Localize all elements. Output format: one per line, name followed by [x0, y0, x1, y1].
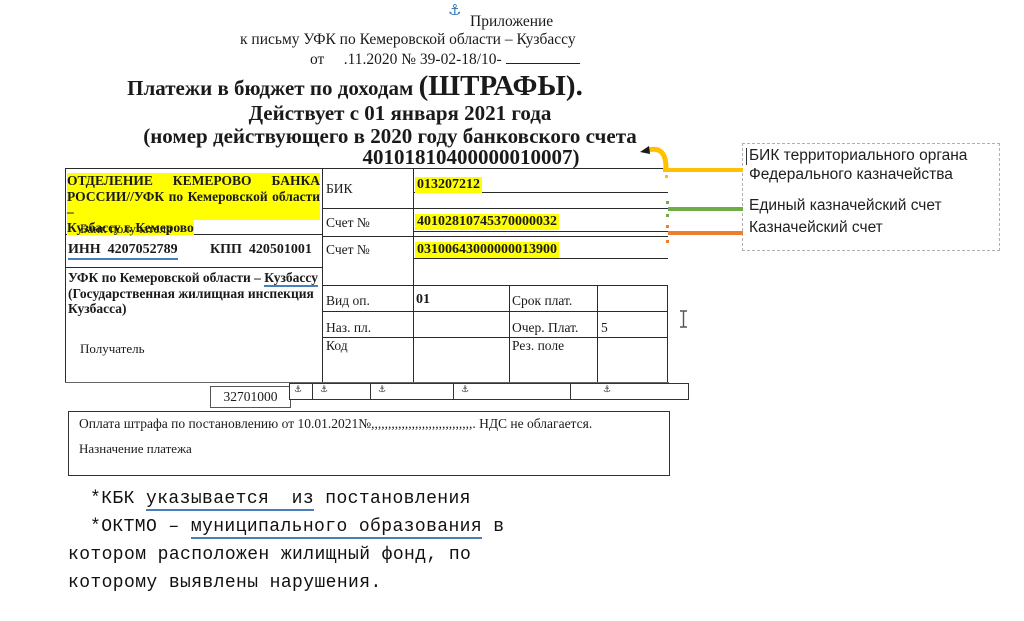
table-border	[597, 285, 598, 382]
bank-name-cell: ОТДЕЛЕНИЕ КЕМЕРОВО БАНКА РОССИИ//УФК по …	[67, 173, 320, 235]
bank-name-line: ОТДЕЛЕНИЕ КЕМЕРОВО БАНКА	[67, 173, 320, 189]
doc-subtitle-old-account-2: 40101810400000010007)	[362, 145, 580, 169]
anchored-cell: ⚓	[370, 383, 458, 400]
table-border	[413, 168, 414, 382]
note-text: постановления	[314, 489, 471, 509]
callout-treasury-account-note: Казначейский счет	[749, 219, 883, 236]
table-border	[322, 311, 668, 312]
rez-pole-label: Рез. поле	[512, 338, 565, 353]
account2-label: Счет №	[326, 242, 370, 257]
table-border	[65, 168, 669, 169]
callout-single-account-note: Единый казначейский счет	[749, 197, 942, 214]
note-oktmo-cont: котором расположен жилищный фонд, по	[68, 545, 472, 565]
note-text: *КБК	[90, 489, 147, 509]
note-text: *ОКТМО –	[90, 517, 191, 537]
anchor-mark-icon: ⚓	[603, 385, 612, 395]
table-border	[65, 168, 66, 382]
handle-dot	[666, 240, 669, 243]
blank-number-underline	[505, 49, 580, 64]
anchor-mark-icon: ⚓	[461, 385, 470, 395]
handle-dot	[666, 214, 669, 217]
kpp-value: КПП 420501001	[210, 242, 312, 257]
handle-dot	[666, 201, 669, 204]
table-border	[65, 234, 322, 235]
table-border	[322, 236, 668, 237]
payment-purpose-box: Оплата штрафа по постановлению от 10.01.…	[68, 411, 670, 476]
account1-value: 40102810745370000032	[415, 214, 559, 230]
handle-dot	[665, 175, 668, 178]
vid-op-label: Вид оп.	[326, 293, 370, 308]
table-border	[65, 267, 322, 268]
kod-label: Код	[326, 338, 348, 353]
table-border	[322, 285, 668, 286]
ibeam-cursor	[680, 310, 687, 328]
doc-title: Платежи в бюджет по доходам (ШТРАФЫ).	[40, 70, 670, 103]
recipient-cell: УФК по Кемеровской области – Кузбассу (Г…	[68, 270, 321, 317]
doc-subtitle-valid-from: Действует с 01 января 2021 года	[248, 101, 552, 125]
vid-op-value: 01	[416, 292, 430, 307]
field-underline	[413, 258, 668, 259]
connector-line-treasury-account[interactable]	[668, 231, 743, 235]
bank-name-line: РОССИИ//УФК по Кемеровской области –	[67, 188, 320, 220]
table-border	[509, 285, 510, 382]
anchored-cell: ⚓	[453, 383, 575, 400]
recipient-name: (Государственная жилищная инспекция	[68, 285, 314, 301]
naz-pl-label: Наз. пл.	[326, 320, 372, 335]
table-border	[322, 208, 668, 209]
note-oktmo: *ОКТМО – муниципального образования в	[90, 517, 505, 539]
callout-bik-note: БИК территориального органа Федерального…	[749, 147, 968, 183]
field-underline	[413, 231, 668, 232]
recipient-name: УФК по Кемеровской области –	[68, 270, 265, 285]
header-number-line: от .11.2020 № 39-02-18/10-	[310, 49, 580, 69]
account2-value: 03100643000000013900	[415, 242, 559, 258]
table-border	[65, 382, 669, 383]
note-oktmo-cont: которому выявлены нарушения.	[68, 573, 382, 593]
bank-name-line: Кузбассу г. Кемерово	[67, 219, 194, 235]
account1-label: Счет №	[326, 215, 370, 230]
doc-subtitle-old-account-1: (номер действующего в 2020 году банковск…	[143, 124, 637, 148]
anchor-mark-icon: ⚓	[378, 385, 387, 395]
inn-value: ИНН 4207052789	[68, 242, 178, 260]
yellow-arrow-icon	[640, 146, 669, 169]
table-border	[667, 285, 668, 382]
ocher-plat-value: 5	[601, 320, 608, 335]
payment-purpose-text: Оплата штрафа по постановлению от 10.01.…	[79, 416, 593, 431]
recipient-caption: Получатель	[80, 341, 145, 356]
note-text-underlined: муниципального образования	[190, 517, 483, 539]
srok-plat-label: Срок плат.	[512, 293, 573, 308]
bik-label: БИК	[326, 181, 353, 196]
anchor-mark-icon: ⚓	[294, 385, 303, 395]
doc-title-emphasis: (ШТРАФЫ).	[418, 70, 583, 102]
note-kbk: *КБК указывается из постановления	[90, 489, 471, 511]
recipient-name-underlined: Кузбассу	[264, 270, 318, 287]
header-letter-line: к письму УФК по Кемеровской области – Ку…	[240, 31, 576, 48]
anchor-mark-icon: ⚓	[320, 385, 329, 395]
connector-line-bik[interactable]	[663, 168, 743, 172]
note-text: в	[482, 517, 505, 537]
anchored-cell: ⚓	[289, 383, 313, 400]
anchored-cell: ⚓	[312, 383, 375, 400]
note-text-underlined: указывается из	[146, 489, 315, 511]
text-cursor	[746, 148, 747, 165]
connector-line-single-account[interactable]	[668, 207, 743, 211]
object-anchor-icon: ⚓	[448, 1, 462, 19]
callout-textbox[interactable]	[742, 143, 1000, 251]
table-border	[322, 337, 668, 338]
header-number-text: от .11.2020 № 39-02-18/10-	[310, 51, 506, 68]
bik-value: 013207212	[415, 177, 482, 193]
bank-caption: Банк получателя	[80, 221, 172, 236]
header-appendix-label: Приложение	[470, 13, 554, 30]
payment-purpose-caption: Назначение платежа	[79, 441, 192, 456]
doc-title-text: Платежи в бюджет по доходам	[127, 76, 419, 100]
anchored-cell: ⚓	[570, 383, 689, 400]
oktmo-value-box: 32701000	[210, 386, 291, 408]
ocher-plat-label: Очер. Плат.	[512, 320, 579, 335]
recipient-name: Кузбасса)	[68, 301, 127, 316]
field-underline	[413, 192, 668, 193]
table-border	[322, 168, 323, 382]
handle-dot	[666, 225, 669, 228]
